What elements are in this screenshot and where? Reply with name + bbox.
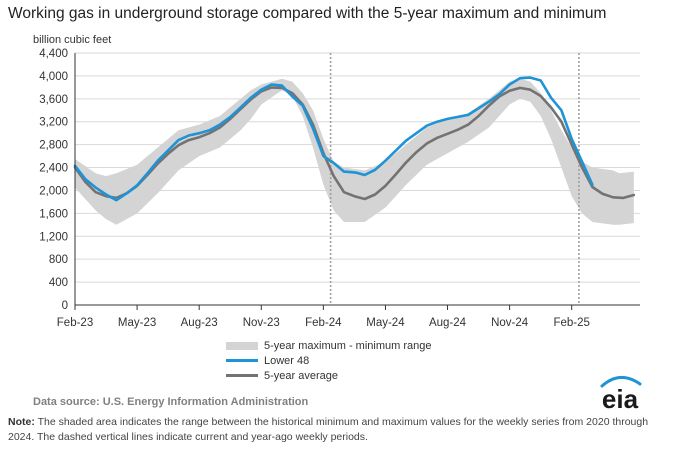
series-line-lower48 bbox=[73, 76, 594, 202]
y-axis-label: billion cubic feet bbox=[33, 34, 111, 46]
legend: 5-year maximum - minimum range Lower 48 … bbox=[226, 338, 431, 383]
legend-label-average: 5-year average bbox=[264, 369, 338, 382]
y-tick-label-3600: 3,600 bbox=[39, 94, 68, 106]
x-tick-label-Aug-23: Aug-23 bbox=[181, 317, 218, 329]
y-tick-label-4400: 4,400 bbox=[39, 48, 68, 60]
x-tick-label-Feb-25: Feb-25 bbox=[553, 317, 589, 329]
note-text: The shaded area indicates the range betw… bbox=[8, 416, 649, 443]
y-tick-label-2800: 2,800 bbox=[39, 140, 68, 152]
vertical-markers bbox=[329, 53, 580, 305]
legend-item-lower48: Lower 48 bbox=[226, 353, 431, 368]
y-tick-label-4000: 4,000 bbox=[39, 71, 68, 83]
x-tick-label-May-24: May-24 bbox=[366, 317, 405, 329]
footnote: Note: The shaded area indicates the rang… bbox=[8, 415, 668, 445]
data-source: Data source: U.S. Energy Information Adm… bbox=[33, 396, 309, 408]
range-band-layer bbox=[75, 78, 634, 225]
legend-item-average: 5-year average bbox=[226, 368, 431, 383]
series-layer bbox=[73, 76, 636, 202]
y-tick-label-0: 0 bbox=[62, 300, 68, 312]
range-band bbox=[75, 78, 634, 225]
legend-swatch-average bbox=[226, 374, 258, 377]
series-line-average bbox=[73, 86, 636, 201]
y-tick-label-400: 400 bbox=[49, 277, 68, 289]
legend-label-range: 5-year maximum - minimum range bbox=[264, 339, 432, 352]
legend-swatch-lower48 bbox=[226, 359, 258, 362]
legend-item-range: 5-year maximum - minimum range bbox=[226, 338, 431, 353]
axes: 0 400 800 1,200 1,600 2,000 2,400 2,800 3,200 3,6… bbox=[39, 48, 640, 329]
x-tick-label-Nov-24: Nov-24 bbox=[491, 317, 529, 329]
y-tick-label-1600: 1,600 bbox=[39, 208, 68, 220]
x-tick-label-Feb-24: Feb-24 bbox=[305, 317, 342, 329]
x-tick-label-Feb-23: Feb-23 bbox=[57, 317, 93, 329]
y-tick-label-3200: 3,200 bbox=[39, 117, 68, 129]
x-tick-label-Aug-24: Aug-24 bbox=[429, 317, 467, 329]
storage-chart: 0 400 800 1,200 1,600 2,000 2,400 2,800 3,200 3,6… bbox=[33, 34, 640, 329]
legend-label-lower48: Lower 48 bbox=[264, 354, 310, 367]
x-tick-label-May-23: May-23 bbox=[118, 317, 156, 329]
legend-swatch-range bbox=[226, 341, 258, 350]
y-tick-label-1200: 1,200 bbox=[39, 231, 68, 243]
y-tick-label-2400: 2,400 bbox=[39, 163, 68, 175]
note-label: Note: bbox=[8, 416, 35, 428]
eia-logo-icon: eia bbox=[600, 376, 642, 412]
y-tick-label-2000: 2,000 bbox=[39, 185, 68, 197]
chart-title: Working gas in underground storage compa… bbox=[8, 5, 607, 22]
x-tick-label-Nov-23: Nov-23 bbox=[243, 317, 280, 329]
y-tick-label-800: 800 bbox=[49, 254, 68, 266]
logo-text: eia bbox=[602, 384, 639, 412]
